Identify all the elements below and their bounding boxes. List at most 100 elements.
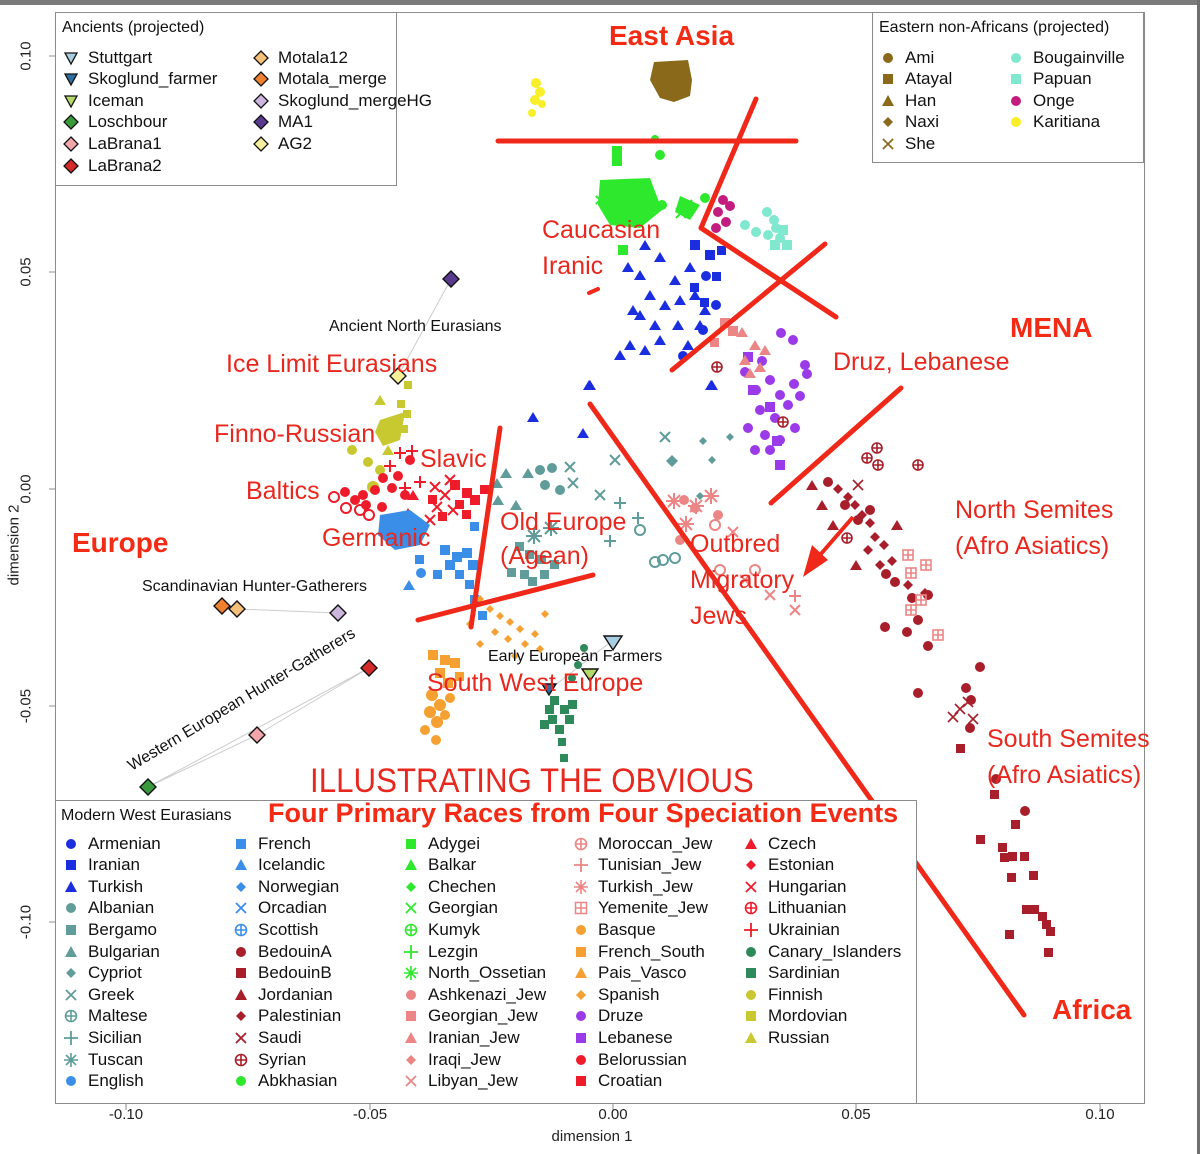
legend-item: Turkish_Jew <box>570 876 693 897</box>
cluster-east-asia <box>650 60 692 102</box>
x-tick-label: 0.10 <box>1085 1106 1115 1123</box>
cluster-west-asia <box>584 240 726 390</box>
legend-eastern: Eastern non-Africans (projected) Ami Atay… <box>872 12 1144 163</box>
legend-item: Georgian <box>400 898 498 919</box>
diamond-icon <box>250 92 272 109</box>
circle-icon <box>740 944 762 960</box>
diamond-icon <box>250 135 272 152</box>
square-plus-icon <box>570 900 592 916</box>
circle-icon <box>230 944 252 960</box>
legend-item: Mordovian <box>740 1006 847 1027</box>
asterisk-icon <box>400 965 422 981</box>
y-tick-label: -0.05 <box>17 688 35 724</box>
triangle-icon <box>60 944 82 960</box>
legend-item-label: MA1 <box>278 112 313 132</box>
legend-item: She <box>877 133 935 154</box>
cluster-south-semites <box>913 662 1055 957</box>
x-icon <box>740 879 762 895</box>
legend-item-label: Georgian <box>428 898 498 918</box>
tri-down-icon <box>60 50 82 66</box>
cluster-jews-upper <box>710 318 771 378</box>
legend-item-label: Palestinian <box>258 1006 342 1026</box>
legend-item: Moroccan_Jew <box>570 833 712 854</box>
legend-item-label: Adygei <box>428 833 480 853</box>
legend-item: Icelandic <box>230 855 325 876</box>
circle-icon <box>60 900 82 916</box>
cluster-north-semites-marks <box>711 361 924 544</box>
square-icon <box>60 922 82 938</box>
y-axis-label: dimension 2 <box>5 504 23 586</box>
annotation-slavic: Slavic <box>420 445 487 473</box>
legend-item-label: Saudi <box>258 1027 302 1047</box>
ma1-marker <box>442 270 460 288</box>
plus-icon <box>400 944 422 960</box>
square-icon <box>60 857 82 873</box>
legend-item: Bergamo <box>60 919 157 940</box>
legend-item-label: Ukrainian <box>768 919 840 939</box>
legend-item: Motala_merge <box>250 69 387 90</box>
circle-icon <box>570 1052 592 1068</box>
circle-icon <box>570 922 592 938</box>
triangle-icon <box>400 1030 422 1046</box>
circle-plus-icon <box>230 922 252 938</box>
annotation-lines <box>415 96 1027 1018</box>
square-icon <box>740 1008 762 1024</box>
diamond-icon <box>60 114 82 131</box>
legend-item: AG2 <box>250 133 312 154</box>
legend-item-label: She <box>905 133 936 153</box>
legend-item: Pais_Vasco <box>570 963 687 984</box>
square-icon <box>230 965 252 981</box>
triangle-icon <box>570 965 592 981</box>
legend-item: Ashkenazi_Jew <box>400 984 546 1005</box>
triangle-icon <box>740 1030 762 1046</box>
circle-plus-icon <box>400 922 422 938</box>
legend-item: Jordanian <box>230 984 333 1005</box>
legend-item: Syrian <box>230 1049 306 1070</box>
x-icon <box>400 1073 422 1089</box>
legend-item-label: Russian <box>768 1027 830 1047</box>
legend-item: Karitiana <box>1005 112 1100 133</box>
legend-item-label: Cypriot <box>88 963 142 983</box>
legend-item-label: Norwegian <box>258 876 340 896</box>
legend-item-label: Sardinian <box>768 963 840 983</box>
legend-item-label: Libyan_Jew <box>428 1071 518 1091</box>
legend-item: BedouinA <box>230 941 332 962</box>
legend-item-label: Croatian <box>598 1071 663 1091</box>
legend-item: Papuan <box>1005 69 1092 90</box>
legend-item: Orcadian <box>230 898 327 919</box>
legend-item: Tunisian_Jew <box>570 855 701 876</box>
x-tick-label: 0.00 <box>598 1106 628 1123</box>
iceman-marker <box>580 668 600 683</box>
annotation-illustrating: ILLUSTRATING THE OBVIOUS <box>310 762 754 800</box>
legend-eastern-title: Eastern non-Africans (projected) <box>879 19 1110 36</box>
tri-down-icon <box>60 93 82 109</box>
legend-item-label: Estonian <box>768 855 835 875</box>
annotation-jews: Jews <box>690 602 747 630</box>
legend-item-label: Bougainville <box>1033 47 1125 67</box>
legend-item: Finnish <box>740 984 823 1005</box>
legend-item-label: Georgian_Jew <box>428 1006 538 1026</box>
legend-item: French <box>230 833 311 854</box>
cluster-south-semites-marks <box>947 696 979 725</box>
legend-item: Loschbour <box>60 112 167 133</box>
arrow-to-jews <box>803 515 855 577</box>
legend-item: Spanish <box>570 984 659 1005</box>
legend-item: Iceman <box>60 90 144 111</box>
annotation-iranic: Iranic <box>542 252 604 280</box>
x-icon <box>60 987 82 1003</box>
triangle-icon <box>230 857 252 873</box>
plus-icon <box>60 1030 82 1046</box>
plus-icon <box>740 922 762 938</box>
cluster-s-europe-marks <box>526 431 681 568</box>
legend-item-label: BedouinA <box>258 941 332 961</box>
legend-item-label: North_Ossetian <box>428 963 547 983</box>
legend-item: Georgian_Jew <box>400 1006 538 1027</box>
legend-item-label: Belorussian <box>598 1049 687 1069</box>
legend-item-label: Armenian <box>88 833 161 853</box>
x-icon <box>877 136 899 152</box>
small-diamond-icon <box>400 879 422 895</box>
annotation-east-asia: East Asia <box>609 20 735 51</box>
legend-item-label: Syrian <box>258 1049 307 1069</box>
legend-item: Skoglund_farmer <box>60 69 217 90</box>
square-icon <box>400 1008 422 1024</box>
